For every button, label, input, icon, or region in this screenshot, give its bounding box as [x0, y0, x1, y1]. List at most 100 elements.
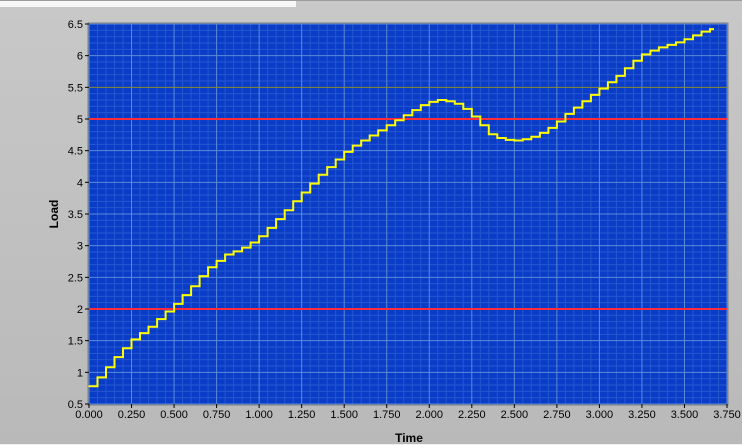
- load-data-point[interactable]: [420, 104, 422, 106]
- x-axis-ticks: 0.000 0.250 0.500 0.750 1.000 1.250 1.500 1.750…: [75, 404, 741, 421]
- load-data-point[interactable]: [198, 275, 201, 277]
- x-tick-label: 3.750: [713, 409, 741, 421]
- load-data-point[interactable]: [334, 158, 337, 161]
- load-data-point[interactable]: [173, 303, 175, 305]
- load-data-point[interactable]: [105, 366, 107, 369]
- y-tick-label: 6: [77, 51, 83, 63]
- load-data-point[interactable]: [488, 133, 490, 135]
- x-tick-label: 1.500: [330, 409, 358, 421]
- x-tick-label: 2.000: [416, 409, 444, 421]
- load-data-point[interactable]: [164, 310, 167, 313]
- load-data-point[interactable]: [181, 294, 184, 296]
- load-data-point[interactable]: [215, 260, 218, 262]
- y-tick-label: 4.5: [68, 146, 83, 158]
- load-data-point[interactable]: [122, 347, 124, 350]
- load-data-point[interactable]: [249, 241, 252, 244]
- load-data-point[interactable]: [411, 109, 414, 111]
- load-data-point[interactable]: [241, 246, 243, 249]
- load-data-point[interactable]: [683, 38, 686, 40]
- load-data-point[interactable]: [573, 106, 575, 109]
- load-series-line[interactable]: [89, 28, 714, 388]
- y-tick-label: 3: [77, 241, 83, 253]
- y-tick-label: 5.5: [68, 82, 83, 94]
- y-tick-label: 0.5: [68, 399, 83, 411]
- load-data-point[interactable]: [624, 67, 626, 70]
- load-data-point[interactable]: [437, 99, 439, 101]
- load-data-point[interactable]: [309, 182, 312, 185]
- load-data-point[interactable]: [292, 200, 295, 203]
- x-tick-label: 3.000: [586, 409, 614, 421]
- y-axis-ticks: 0.5 1 1.5 2 2.5 3 3.5 4 4.5 5 5.5 6 6.5: [68, 19, 89, 411]
- load-data-point[interactable]: [539, 132, 541, 134]
- load-data-point[interactable]: [96, 376, 99, 379]
- load-data-point[interactable]: [266, 227, 269, 229]
- load-data-point[interactable]: [232, 250, 235, 253]
- load-data-point[interactable]: [632, 59, 635, 62]
- x-tick-label: 2.750: [543, 409, 571, 421]
- load-data-point[interactable]: [224, 253, 226, 256]
- load-data-point[interactable]: [300, 191, 303, 194]
- load-data-point[interactable]: [147, 325, 150, 328]
- x-tick-label: 1.000: [245, 409, 273, 421]
- y-tick-label: 3.5: [68, 209, 83, 221]
- load-data-point[interactable]: [513, 139, 516, 142]
- load-data-point[interactable]: [496, 137, 499, 139]
- y-tick-label: 4: [77, 177, 83, 189]
- load-data-point[interactable]: [343, 151, 346, 153]
- load-data-point[interactable]: [317, 173, 320, 176]
- load-data-point[interactable]: [556, 120, 558, 123]
- load-data-point[interactable]: [275, 218, 277, 220]
- y-tick-label: 5: [77, 114, 83, 126]
- load-data-point[interactable]: [530, 135, 533, 138]
- load-data-point[interactable]: [360, 139, 363, 142]
- load-data-point[interactable]: [522, 138, 524, 141]
- load-data-point[interactable]: [402, 114, 405, 116]
- load-data-point[interactable]: [675, 41, 677, 44]
- series-layer: [88, 28, 714, 388]
- load-data-point[interactable]: [113, 356, 116, 358]
- y-axis-title: Load: [47, 200, 61, 229]
- load-data-point[interactable]: [283, 209, 286, 211]
- load-data-point[interactable]: [692, 34, 694, 37]
- load-data-point[interactable]: [258, 235, 260, 237]
- load-data-point[interactable]: [326, 166, 329, 168]
- load-data-point[interactable]: [658, 46, 660, 49]
- load-data-point[interactable]: [190, 285, 192, 288]
- load-data-point[interactable]: [394, 119, 397, 122]
- x-tick-label: 0.250: [118, 409, 146, 421]
- load-data-point[interactable]: [547, 127, 550, 129]
- load-data-point[interactable]: [351, 144, 354, 147]
- load-data-point[interactable]: [649, 49, 652, 52]
- load-data-point[interactable]: [462, 108, 465, 110]
- load-data-point[interactable]: [139, 332, 141, 334]
- load-data-point[interactable]: [130, 338, 133, 341]
- load-data-point[interactable]: [590, 94, 592, 96]
- load-data-point[interactable]: [471, 115, 473, 118]
- load-data-point[interactable]: [479, 124, 482, 127]
- load-data-point[interactable]: [615, 75, 618, 77]
- load-data-point[interactable]: [207, 266, 209, 269]
- load-data-point[interactable]: [641, 53, 643, 56]
- load-data-point[interactable]: [368, 134, 371, 137]
- load-data-point[interactable]: [428, 101, 431, 103]
- x-tick-label: 2.250: [458, 409, 486, 421]
- load-data-point[interactable]: [377, 129, 380, 132]
- load-data-point[interactable]: [88, 385, 90, 388]
- load-data-point[interactable]: [598, 87, 601, 90]
- load-data-point[interactable]: [385, 124, 388, 127]
- x-tick-label: 2.500: [501, 409, 529, 421]
- load-data-point[interactable]: [445, 100, 448, 103]
- load-data-point[interactable]: [709, 28, 711, 30]
- load-data-point[interactable]: [454, 103, 456, 105]
- load-data-point[interactable]: [700, 30, 703, 33]
- load-data-point[interactable]: [505, 139, 507, 141]
- load-data-point[interactable]: [666, 44, 669, 46]
- x-axis-title: Time: [395, 431, 423, 445]
- load-data-point[interactable]: [607, 81, 609, 84]
- load-data-point[interactable]: [156, 318, 158, 320]
- load-data-point[interactable]: [581, 100, 584, 103]
- y-tick-label: 6.5: [68, 19, 83, 31]
- load-data-point[interactable]: [564, 113, 567, 115]
